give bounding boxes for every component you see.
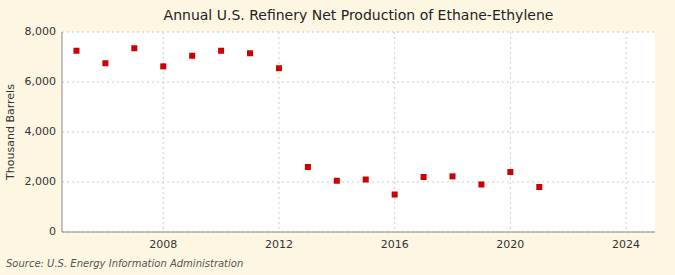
y-grid-line: [62, 182, 655, 183]
source-annotation: Source: U.S. Energy Information Administ…: [6, 258, 243, 269]
grid: [62, 32, 655, 232]
points: [73, 45, 542, 197]
y-tick-label: 6,000: [25, 75, 57, 88]
y-tick-label: 0: [49, 225, 56, 238]
y-tick-label: 8,000: [25, 25, 57, 38]
point: [334, 178, 340, 184]
plot-background: [62, 32, 655, 232]
point: [536, 184, 542, 190]
chart-container: 0 2,000 4,000 6,000 8,000 2008 2012 2016 2020 202…: [0, 0, 675, 275]
point: [363, 177, 369, 183]
x-grid-line: [278, 32, 279, 232]
x-tick-label: 2024: [612, 238, 640, 251]
x-tick-label: 2012: [265, 238, 293, 251]
x-grid-line: [394, 32, 395, 232]
point: [392, 192, 398, 198]
point: [421, 174, 427, 180]
y-tick-label: 2,000: [25, 175, 57, 188]
y-grid-line: [62, 82, 655, 83]
point: [189, 53, 195, 59]
point: [160, 63, 166, 69]
y-tick-label: 4,000: [25, 125, 57, 138]
point: [276, 65, 282, 71]
x-tick-label: 2020: [496, 238, 524, 251]
point: [131, 45, 137, 51]
x-axis-line: [62, 232, 655, 233]
x-tick-label: 2008: [149, 238, 177, 251]
y-grid-line: [62, 132, 655, 133]
point: [247, 50, 253, 56]
axes: 0 2,000 4,000 6,000 8,000 2008 2012 2016 2020 202…: [25, 25, 656, 251]
point: [507, 169, 513, 175]
y-grid-line: [62, 32, 655, 33]
point: [305, 164, 311, 170]
chart: 0 2,000 4,000 6,000 8,000 2008 2012 2016 2020 202…: [0, 0, 675, 275]
point: [478, 182, 484, 188]
point: [450, 173, 456, 179]
x-grid-line: [163, 32, 164, 232]
point: [218, 48, 224, 54]
point: [102, 60, 108, 66]
x-grid-line: [510, 32, 511, 232]
y-axis-label: Thousand Barrels: [4, 84, 17, 181]
y-axis-line: [62, 32, 63, 232]
y-grid-line: [62, 232, 655, 233]
point: [73, 48, 79, 54]
x-grid-line: [626, 32, 627, 232]
title: Annual U.S. Refinery Net Production of E…: [164, 7, 554, 23]
x-tick-label: 2016: [381, 238, 409, 251]
